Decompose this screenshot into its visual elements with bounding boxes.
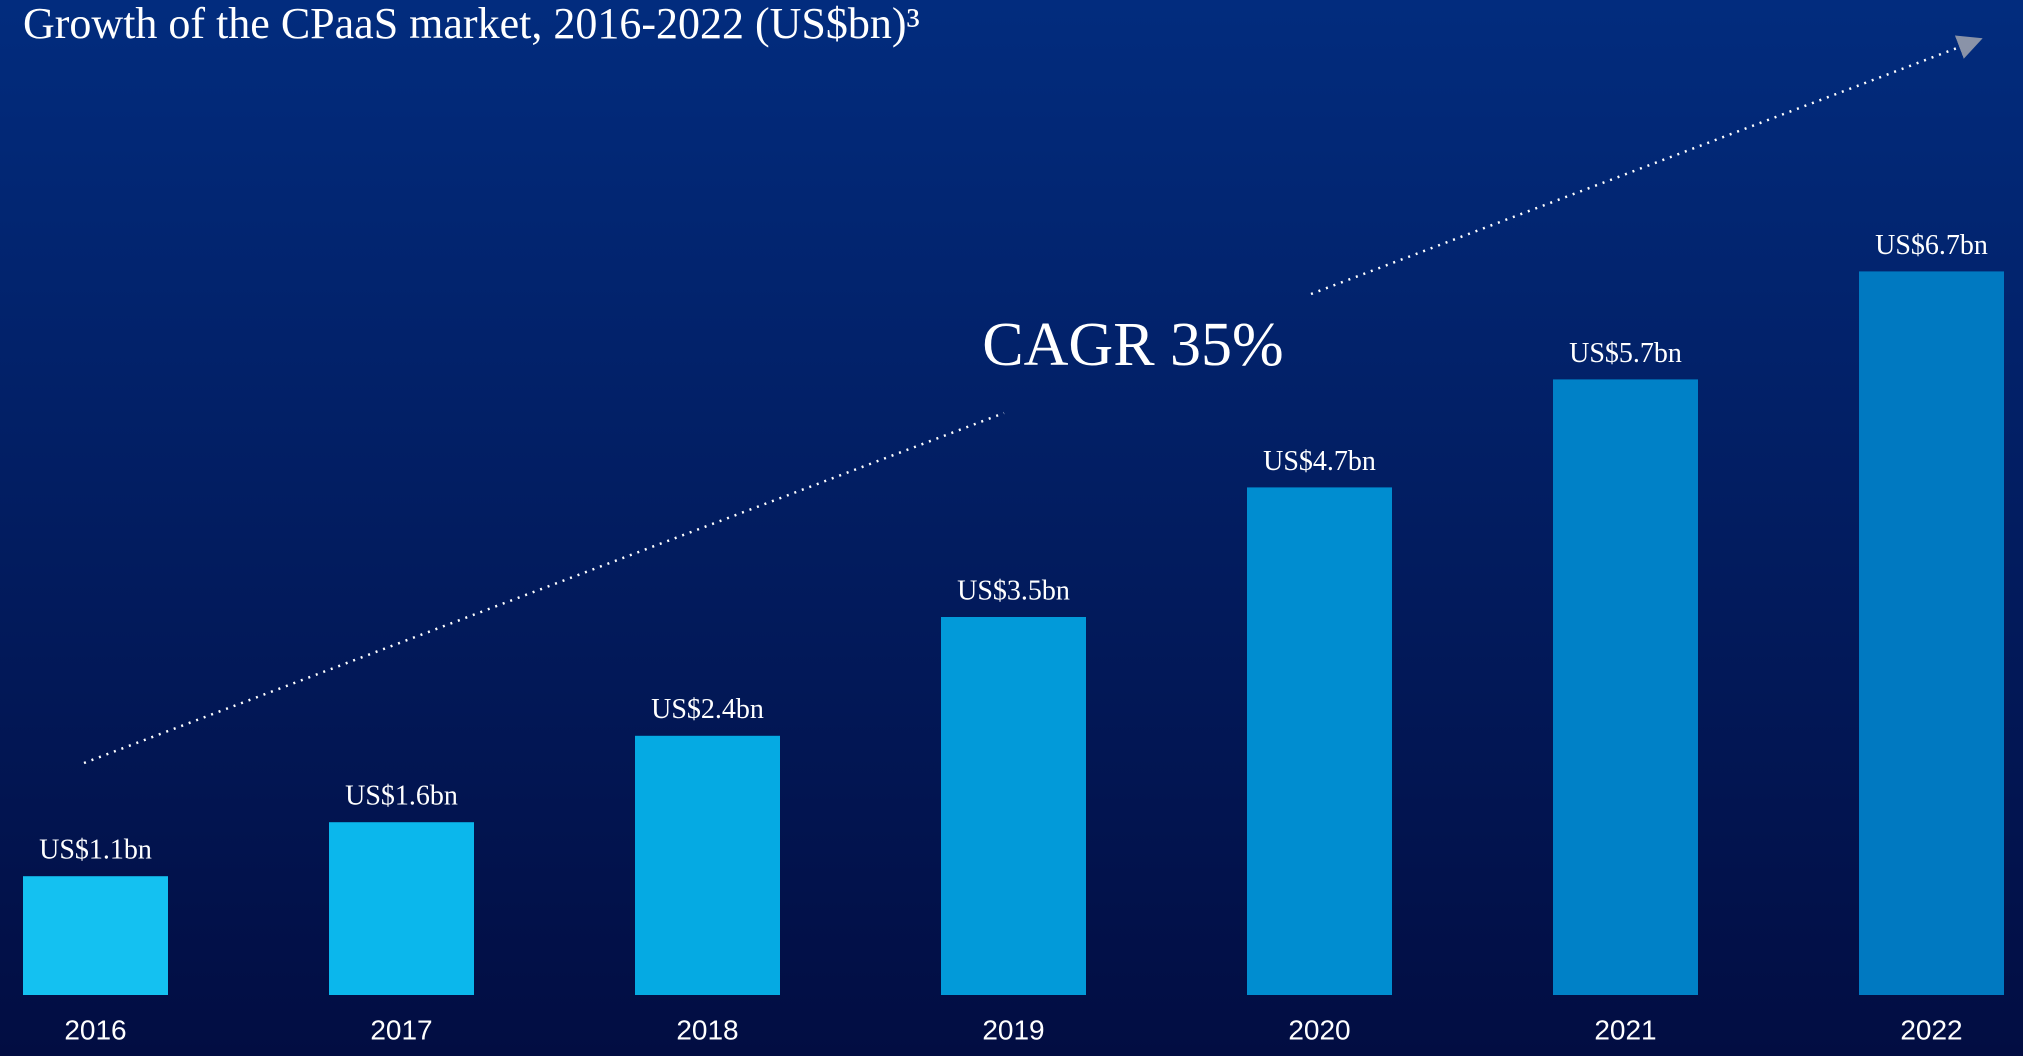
- value-label: US$3.5bn: [957, 575, 1070, 606]
- value-label: US$4.7bn: [1263, 446, 1376, 477]
- x-tick-label: 2017: [370, 1014, 432, 1045]
- bar: [635, 735, 780, 995]
- bar: [1859, 271, 2004, 995]
- chart-title: Growth of the CPaaS market, 2016-2022 (U…: [23, 0, 920, 48]
- x-tick-label: 2016: [64, 1014, 126, 1045]
- value-label: US$1.6bn: [345, 781, 458, 812]
- value-label: US$5.7bn: [1569, 338, 1682, 369]
- x-tick-label: 2022: [1900, 1014, 1962, 1045]
- bar: [1553, 379, 1698, 995]
- bar: [1247, 487, 1392, 995]
- x-tick-label: 2018: [676, 1014, 738, 1045]
- value-label: US$1.1bn: [39, 835, 152, 866]
- x-tick-label: 2019: [982, 1014, 1044, 1045]
- x-tick-label: 2021: [1594, 1014, 1656, 1045]
- annotation: CAGR 35%: [982, 311, 1283, 379]
- value-label: US$2.4bn: [651, 694, 764, 725]
- x-tick-label: 2020: [1288, 1014, 1350, 1045]
- bar: [329, 822, 474, 995]
- bar: [23, 876, 168, 995]
- value-label: US$6.7bn: [1875, 230, 1988, 261]
- bar: [941, 617, 1086, 995]
